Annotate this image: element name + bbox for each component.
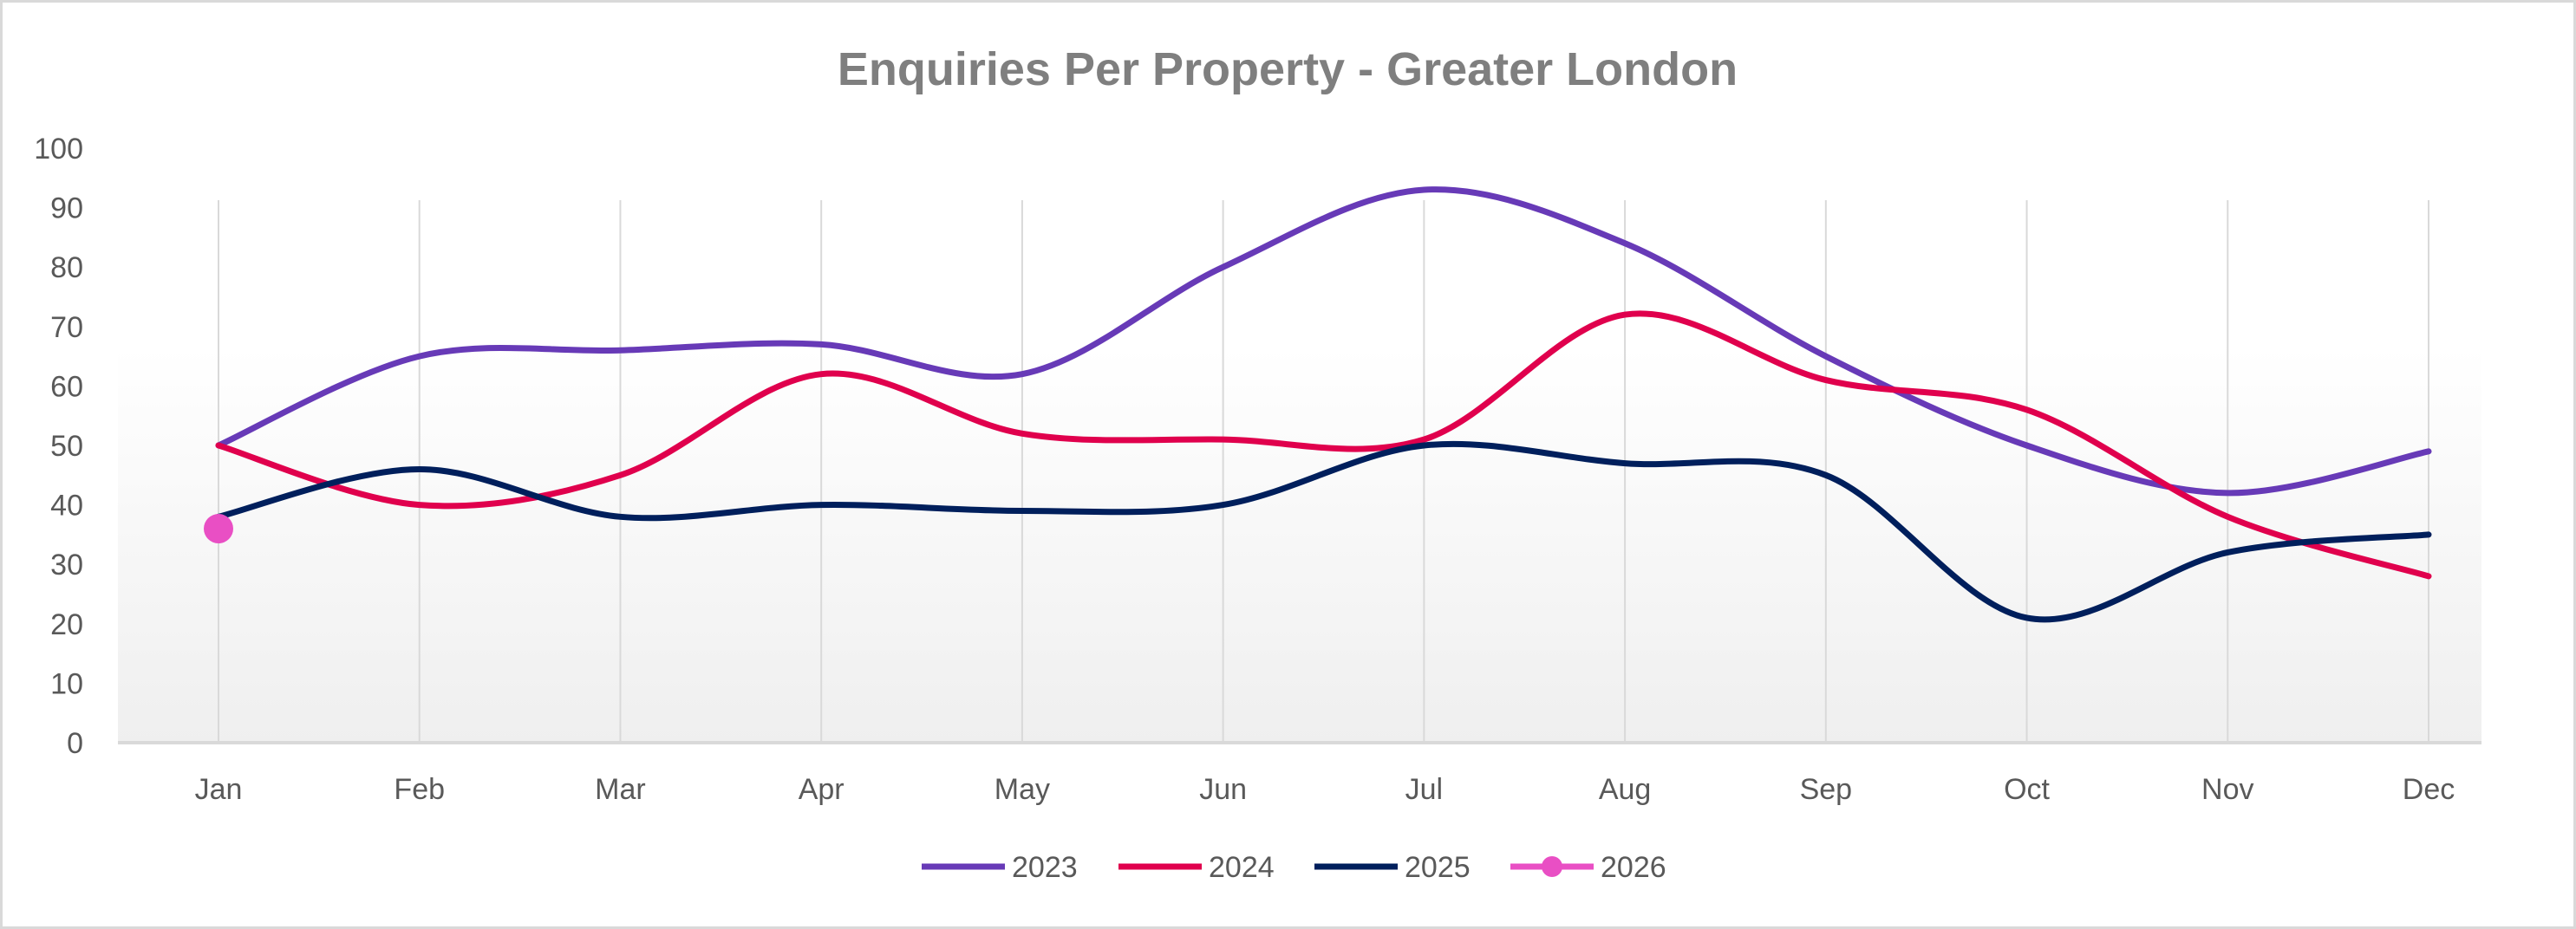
y-tick-label: 100: [34, 133, 83, 166]
x-tick-label: Nov: [2201, 773, 2253, 806]
x-tick-label: Jul: [1405, 773, 1443, 806]
legend-marker-2026: [1542, 856, 1562, 877]
y-tick-label: 70: [50, 311, 83, 344]
y-tick-label: 60: [50, 370, 83, 403]
legend-label-2024: 2024: [1209, 851, 1275, 884]
x-tick-label: Aug: [1599, 773, 1652, 806]
y-tick-label: 20: [50, 608, 83, 641]
y-tick-label: 0: [67, 727, 83, 760]
x-tick-label: Jun: [1199, 773, 1247, 806]
y-tick-label: 90: [50, 192, 83, 225]
series-marker-2026: [204, 514, 233, 544]
x-tick-label: Sep: [1800, 773, 1853, 806]
x-tick-label: Oct: [2004, 773, 2050, 806]
chart-title: Enquiries Per Property - Greater London: [838, 43, 1738, 95]
x-tick-label: Apr: [799, 773, 845, 806]
y-tick-label: 30: [50, 549, 83, 581]
plot-area: Jan Feb Mar Apr May Jun Jul Aug Sep Oct Nov Dec 0 10 2…: [34, 133, 2481, 806]
x-tick-label: Feb: [394, 773, 445, 806]
x-tick-label: Mar: [595, 773, 646, 806]
x-tick-label: Dec: [2403, 773, 2455, 806]
series-line-2024: [215, 310, 2432, 580]
x-tick-label: May: [995, 773, 1050, 806]
y-tick-label: 50: [50, 430, 83, 463]
legend: 2023 2024 2025 2026: [922, 851, 1666, 884]
y-tick-label: 40: [50, 490, 83, 523]
y-tick-label: 10: [50, 667, 83, 700]
x-tick-label: Jan: [195, 773, 243, 806]
plot-background: [118, 348, 2481, 743]
y-tick-label: 80: [50, 251, 83, 284]
series-line-2023: [215, 186, 2432, 497]
legend-label-2025: 2025: [1405, 851, 1471, 884]
series-line-2025: [215, 440, 2432, 623]
legend-label-2026: 2026: [1601, 851, 1666, 884]
legend-label-2023: 2023: [1012, 851, 1078, 884]
